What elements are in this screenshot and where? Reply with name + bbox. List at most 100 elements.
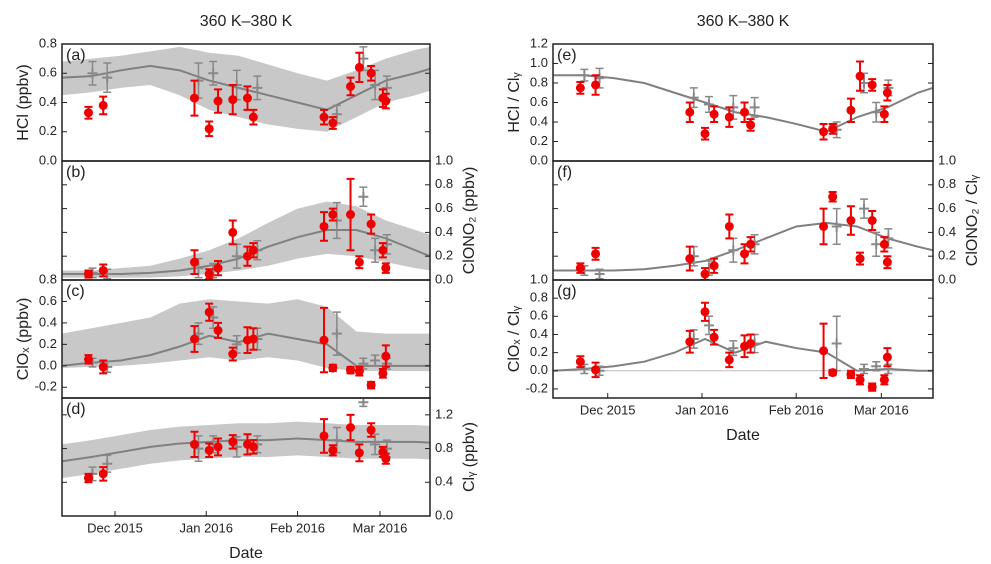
y-tick-label: 0.2 <box>435 248 453 263</box>
obs2-point <box>728 343 739 354</box>
obs2-point <box>370 355 381 366</box>
obs2-point <box>728 245 739 256</box>
obs2-point <box>704 99 714 110</box>
y-axis-label: HCl (ppbv) <box>15 64 32 140</box>
y-axis-label: HCl / Clᵧ <box>506 72 523 133</box>
obs-point <box>381 351 391 361</box>
panel-label: (c) <box>66 283 85 300</box>
panel-title: 360 K–380 K <box>200 13 293 30</box>
obs-point <box>846 369 856 379</box>
x-tick-label: Jan 2016 <box>675 402 729 417</box>
obs-point <box>867 80 877 90</box>
panel-frame <box>61 397 431 517</box>
obs-point <box>366 219 376 229</box>
obs-point <box>828 192 838 202</box>
y-tick-label: 0.4 <box>938 224 956 239</box>
x-tick-label: Mar 2016 <box>352 520 407 535</box>
y-tick-label: 0.8 <box>39 35 57 50</box>
obs-point <box>204 445 214 455</box>
obs-point <box>204 269 214 279</box>
panel-frame <box>552 279 934 399</box>
x-axis-label: Date <box>726 427 760 444</box>
obs-point <box>346 365 356 375</box>
plot-area <box>553 60 933 141</box>
plot-area <box>553 301 933 392</box>
panel-label: (a) <box>66 47 86 64</box>
obs-point <box>354 62 364 72</box>
y-tick-label: 0.2 <box>39 336 57 351</box>
obs-point <box>381 96 391 106</box>
obs-point <box>378 368 388 378</box>
obs2-point <box>704 320 714 331</box>
obs-point <box>328 363 338 373</box>
y-tick-label: 0.6 <box>39 65 57 80</box>
model-band <box>62 421 430 479</box>
y-axis-label: Clᵧ (ppbv) <box>461 422 478 492</box>
obs-point <box>828 124 838 134</box>
obs-point <box>855 375 865 385</box>
obs2-point <box>579 70 590 81</box>
panel-label: (f) <box>557 164 572 181</box>
obs-point <box>867 382 877 392</box>
y-tick-label: 0.2 <box>530 133 548 148</box>
y-tick-label: 0.8 <box>938 176 956 191</box>
obs-point <box>354 257 364 267</box>
obs-point <box>879 239 889 249</box>
obs-point <box>354 366 364 376</box>
obs-point <box>746 120 756 130</box>
obs2-point <box>749 102 760 113</box>
obs-point <box>248 334 258 344</box>
y-tick-label: 0.4 <box>39 94 57 109</box>
obs-point <box>882 88 892 98</box>
plot-area <box>62 398 430 484</box>
obs-point <box>248 442 258 452</box>
model-line <box>62 64 430 111</box>
y-tick-label: 1.0 <box>938 152 956 167</box>
y-tick-label: -0.2 <box>526 380 548 395</box>
obs-point <box>83 473 93 483</box>
obs-point <box>189 439 199 449</box>
obs-point <box>846 105 856 115</box>
y-tick-label: 1.2 <box>530 35 548 50</box>
obs-point <box>591 80 601 90</box>
y-tick-label: 0.2 <box>938 248 956 263</box>
x-tick-label: Jan 2016 <box>180 520 234 535</box>
obs2-point <box>102 72 113 83</box>
obs2-point <box>871 361 882 372</box>
obs-point <box>98 362 108 372</box>
obs-point <box>204 124 214 134</box>
y-tick-label: 0.4 <box>435 224 453 239</box>
obs-point <box>319 335 329 345</box>
x-tick-label: Dec 2015 <box>580 402 636 417</box>
obs-point <box>575 263 585 273</box>
obs-point <box>746 239 756 249</box>
y-tick-label: 0.0 <box>530 152 548 167</box>
y-axis-label: ClONO₂ (ppbv) <box>461 167 478 275</box>
y-tick-label: 0.6 <box>435 200 453 215</box>
obs-point <box>855 254 865 264</box>
obs-point <box>319 221 329 231</box>
obs-point <box>328 118 338 128</box>
plot-area <box>62 46 430 138</box>
y-tick-label: 0.4 <box>435 474 453 489</box>
x-axis-label: Date <box>229 545 263 562</box>
obs2-point <box>688 92 699 103</box>
x-tick-label: Mar 2016 <box>854 402 909 417</box>
panel-label: (b) <box>66 164 86 181</box>
obs-point <box>83 354 93 364</box>
plot-area <box>62 177 430 280</box>
y-tick-label: 1.0 <box>435 152 453 167</box>
plot-area <box>62 299 430 390</box>
obs-point <box>228 95 238 105</box>
obs-point <box>319 112 329 122</box>
obs-point <box>213 96 223 106</box>
obs-point <box>346 210 356 220</box>
obs-point <box>867 216 877 225</box>
obs2-point <box>831 221 842 232</box>
obs-point <box>354 448 364 458</box>
obs2-point <box>252 82 263 93</box>
y-tick-label: 0.6 <box>39 293 57 308</box>
x-tick-label: Feb 2016 <box>270 520 325 535</box>
y-tick-label: 0.4 <box>530 113 548 128</box>
